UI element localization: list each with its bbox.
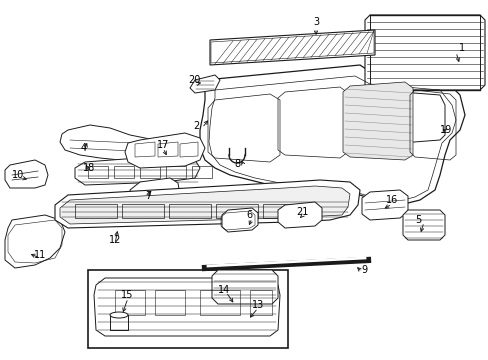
Text: 14: 14 <box>218 285 230 295</box>
Polygon shape <box>222 208 258 232</box>
Polygon shape <box>361 190 407 220</box>
Polygon shape <box>342 82 412 160</box>
Text: 19: 19 <box>439 125 451 135</box>
Polygon shape <box>209 30 374 65</box>
Text: 17: 17 <box>157 140 169 150</box>
Text: 18: 18 <box>82 163 95 173</box>
Text: 5: 5 <box>414 215 420 225</box>
Polygon shape <box>60 125 160 162</box>
Text: 16: 16 <box>385 195 397 205</box>
Text: 21: 21 <box>295 207 307 217</box>
Polygon shape <box>110 315 128 330</box>
Polygon shape <box>212 270 278 304</box>
Text: 3: 3 <box>312 17 318 27</box>
Polygon shape <box>125 133 204 168</box>
Text: 8: 8 <box>233 159 240 169</box>
Polygon shape <box>200 65 464 205</box>
Polygon shape <box>75 156 200 185</box>
Text: 15: 15 <box>121 290 133 300</box>
Text: 4: 4 <box>81 143 87 153</box>
Polygon shape <box>60 186 349 224</box>
Polygon shape <box>190 75 220 93</box>
Text: 9: 9 <box>360 265 366 275</box>
Text: 11: 11 <box>34 250 46 260</box>
Text: 1: 1 <box>458 43 464 53</box>
Polygon shape <box>55 180 359 228</box>
Polygon shape <box>94 278 280 336</box>
Text: 10: 10 <box>12 170 24 180</box>
Polygon shape <box>369 90 444 145</box>
Polygon shape <box>5 160 48 188</box>
Polygon shape <box>402 210 444 240</box>
Text: 12: 12 <box>109 235 121 245</box>
Polygon shape <box>278 202 321 228</box>
Text: 20: 20 <box>187 75 200 85</box>
Ellipse shape <box>110 312 128 318</box>
Text: 7: 7 <box>144 191 151 201</box>
Text: 13: 13 <box>251 300 264 310</box>
Text: 6: 6 <box>245 210 251 220</box>
Polygon shape <box>5 215 65 268</box>
Polygon shape <box>130 178 180 205</box>
Polygon shape <box>364 15 484 90</box>
Bar <box>88 270 287 348</box>
Text: 2: 2 <box>192 121 199 131</box>
